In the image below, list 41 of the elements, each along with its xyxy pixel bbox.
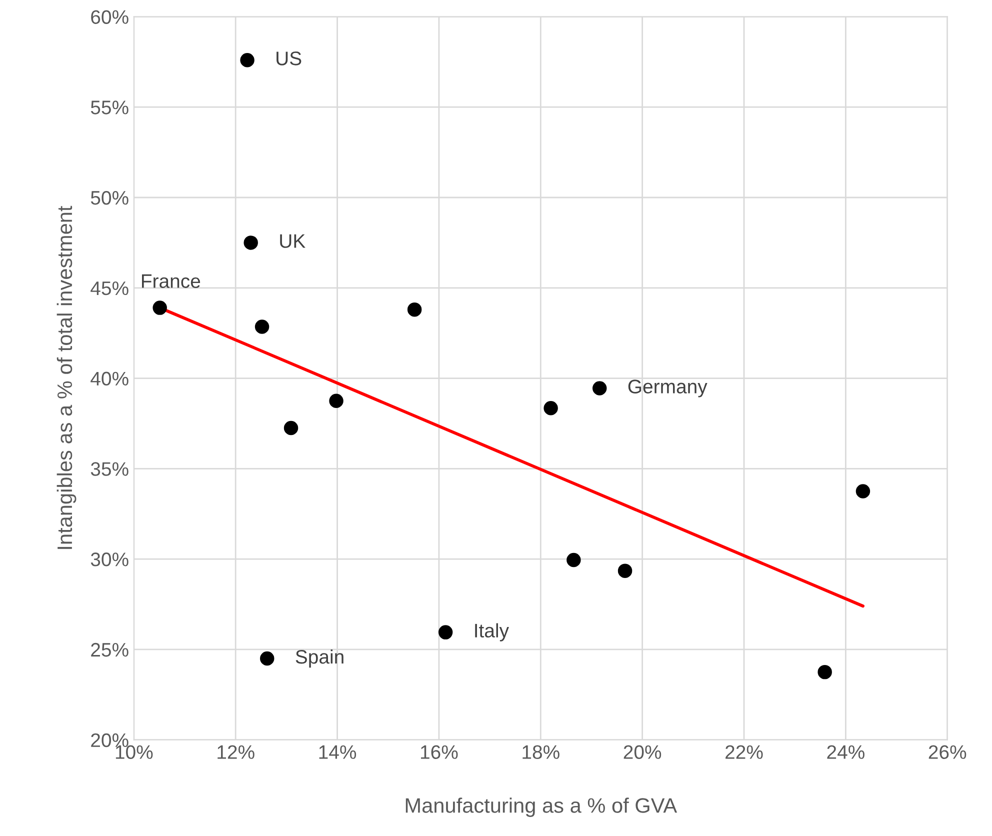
point xyxy=(438,625,453,640)
point xyxy=(407,302,422,317)
annotation: Italy xyxy=(475,623,509,642)
annotation: France xyxy=(142,274,200,288)
x-tick-label: 20% xyxy=(624,745,662,760)
annotation: UK xyxy=(280,234,306,248)
x-tick-label: 10% xyxy=(116,745,153,760)
point xyxy=(566,552,581,568)
point xyxy=(240,52,254,68)
point xyxy=(152,300,167,315)
point xyxy=(260,651,274,666)
y-tick-label: 30% xyxy=(90,552,128,566)
point xyxy=(856,484,870,498)
x-tick-label: 14% xyxy=(319,745,356,759)
point xyxy=(329,394,344,408)
x-tick-label: 12% xyxy=(218,745,254,759)
x-tick-label: 26% xyxy=(928,745,966,760)
x-axis-title: Manufacturing as a % of GVA xyxy=(406,798,678,817)
x-tick-label: 22% xyxy=(726,745,763,759)
y-tick-label: 40% xyxy=(90,372,128,386)
point xyxy=(618,564,632,578)
x-tick-label: 18% xyxy=(522,745,560,760)
annotation: US xyxy=(276,52,302,66)
point xyxy=(592,381,607,396)
y-tick-label: 35% xyxy=(90,462,128,476)
x-tick-label: 16% xyxy=(420,745,458,760)
point xyxy=(544,401,558,416)
annotation: Spain xyxy=(296,649,344,668)
annotation: Germany xyxy=(628,380,708,398)
y-tick-label: 25% xyxy=(91,642,128,657)
y-tick-label: 60% xyxy=(91,10,128,24)
y-tick-label: 20% xyxy=(91,733,128,748)
y-tick-label: 55% xyxy=(90,100,128,114)
x-tick-label: 24% xyxy=(827,745,864,759)
point xyxy=(818,664,832,680)
y-axis-title: Intangibles as a % of total investment xyxy=(56,206,76,549)
y-tick-label: 45% xyxy=(90,281,128,296)
point xyxy=(254,320,270,334)
point xyxy=(284,420,298,436)
y-tick-label: 50% xyxy=(90,190,128,205)
point xyxy=(244,236,258,250)
